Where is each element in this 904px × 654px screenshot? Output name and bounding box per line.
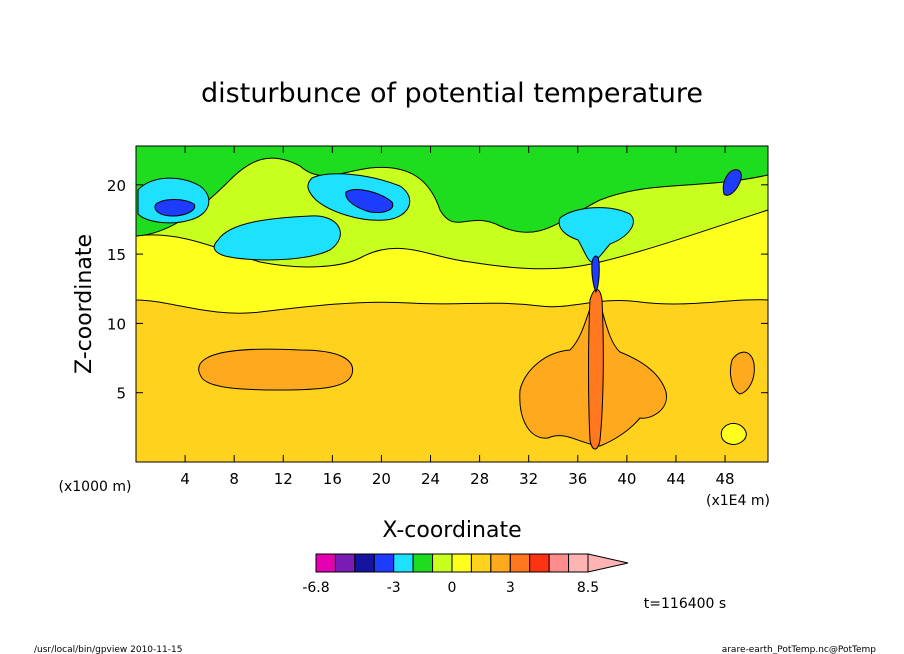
field-region-warm-spot: [720, 423, 747, 445]
x-tick-label: 44: [666, 470, 685, 488]
field-region-column-top: [591, 255, 600, 294]
colorbar: -6.8 -3 0 3 8.5: [302, 553, 629, 596]
field-region-cold-core-1: [154, 199, 196, 217]
colorbar-box-6: [432, 553, 453, 573]
x-tick-label: 8: [229, 470, 239, 488]
colorbar-box-9: [490, 553, 511, 573]
colorbar-box-10: [509, 553, 531, 573]
colorbar-label: -6.8: [302, 580, 329, 596]
y-tick-label: 10: [107, 315, 126, 333]
field-region-cold-4: [558, 207, 634, 263]
plot-area: [136, 146, 768, 462]
colorbar-label: 3: [506, 580, 515, 596]
y-tick-label: 15: [107, 246, 126, 264]
x-tick-label: 4: [180, 470, 190, 488]
x-tick-label: 32: [519, 470, 538, 488]
y-axis: 5 10 15 20: [107, 177, 768, 403]
y-tick-label: 5: [116, 385, 126, 403]
field-region-cold-core-3: [722, 169, 742, 196]
colorbar-box-7: [451, 553, 472, 573]
field-region-right-anomaly: [729, 351, 755, 395]
x-tick-label: 40: [617, 470, 636, 488]
colorbar-extension: [587, 553, 629, 573]
x-axis: 4 8 12 16 20 24 28 32 36 40 44 48: [180, 146, 735, 488]
timestamp: t=116400 s: [644, 596, 726, 612]
colorbar-box-11: [529, 553, 550, 573]
x-tick-label: 12: [274, 470, 293, 488]
colorbar-box-4: [393, 553, 414, 573]
field-region-jetstream: [136, 146, 768, 237]
chart-title: disturbunce of potential temperature: [201, 78, 703, 109]
colorbar-box-5: [412, 553, 434, 573]
x-unit-left: (x1000 m): [59, 479, 132, 495]
plot-frame: [135, 145, 769, 463]
x-tick-label: 28: [470, 470, 489, 488]
colorbar-box-8: [470, 553, 492, 573]
field-region-column-core: [588, 289, 604, 450]
colorbar-label: -3: [387, 580, 401, 596]
footer-right: arare-earth_PotTemp.nc@PotTemp: [722, 645, 877, 654]
colorbar-label: 8.5: [577, 580, 599, 596]
field-region-cold-core-2: [345, 189, 394, 213]
field-region-cold-1: [213, 215, 341, 261]
colorbar-box-1: [334, 553, 356, 573]
x-tick-label: 36: [568, 470, 587, 488]
y-tick-label: 20: [107, 177, 126, 195]
x-tick-label: 16: [323, 470, 342, 488]
colorbar-box-3: [373, 553, 395, 573]
colorbar-box-0: [315, 553, 336, 573]
x-unit-right: (x1E4 m): [706, 493, 770, 509]
field-region-warm-anomaly: [198, 348, 354, 391]
colorbar-box-13: [568, 553, 589, 573]
footer-left: /usr/local/bin/gpview 2010-11-15: [34, 645, 182, 654]
colorbar-label: 0: [448, 580, 457, 596]
colorbar-box-2: [354, 553, 375, 573]
x-tick-label: 24: [421, 470, 440, 488]
colorbar-box-12: [548, 553, 570, 573]
x-tick-label: 20: [372, 470, 391, 488]
y-axis-label: Z-coordinate: [72, 234, 97, 374]
x-tick-label: 48: [716, 470, 735, 488]
x-axis-label: X-coordinate: [382, 518, 521, 543]
